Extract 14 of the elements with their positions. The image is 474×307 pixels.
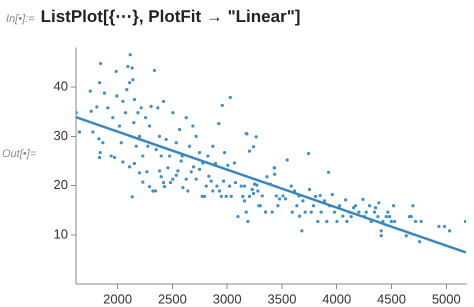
x-tick-label: 3000 bbox=[212, 291, 242, 306]
text: In[•]:= bbox=[6, 13, 35, 25]
y-tick-label: 30 bbox=[54, 128, 68, 143]
y-tick-label: 20 bbox=[54, 177, 68, 192]
x-tick-label: 4500 bbox=[377, 291, 406, 306]
text: Out[•]= bbox=[2, 148, 36, 160]
x-tick-label: 2000 bbox=[103, 291, 132, 306]
x-tick-label: 2500 bbox=[158, 291, 187, 306]
x-tick-label: 4000 bbox=[322, 291, 352, 306]
x-tick-label: 5000 bbox=[432, 291, 461, 306]
chart-title: ListPlot[{⋯}, PlotFit → "Linear"] bbox=[40, 7, 300, 26]
x-tick-label: 3500 bbox=[267, 291, 296, 306]
y-tick-label: 10 bbox=[54, 226, 68, 242]
y-tick-label: 40 bbox=[54, 78, 68, 94]
